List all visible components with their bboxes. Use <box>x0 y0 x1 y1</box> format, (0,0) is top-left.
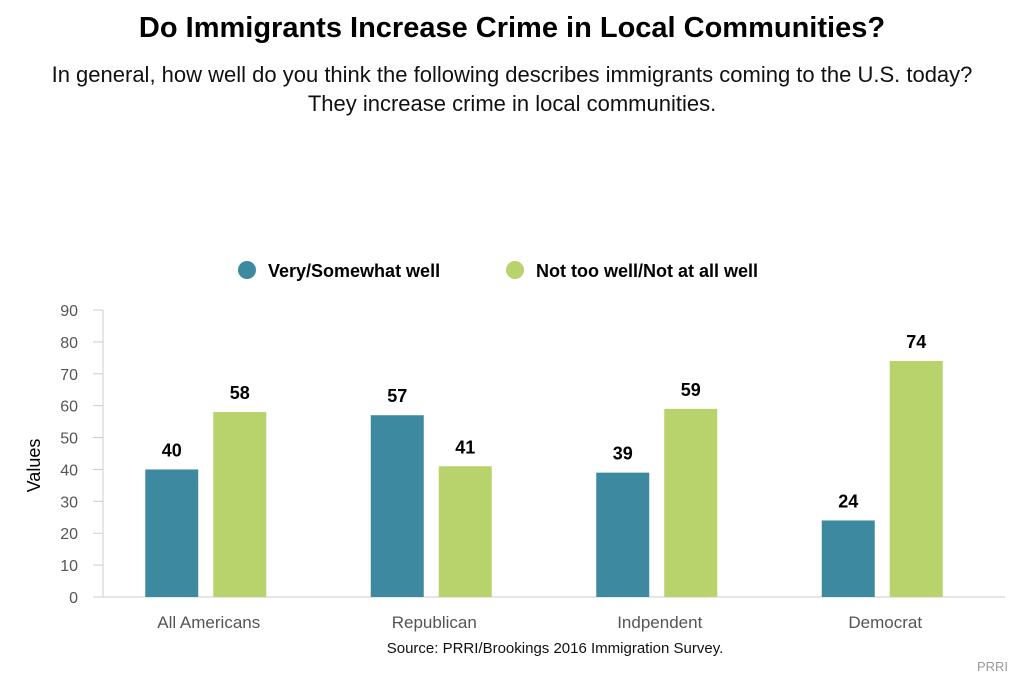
bar-value-label: 59 <box>681 380 701 400</box>
y-tick-label: 80 <box>60 335 78 352</box>
x-tick-label: Democrat <box>848 613 922 632</box>
bar[interactable] <box>596 472 650 597</box>
legend-label: Not too well/Not at all well <box>536 261 758 281</box>
y-tick-label: 0 <box>69 590 78 607</box>
bar[interactable] <box>438 466 492 597</box>
y-tick-label: 70 <box>60 367 78 384</box>
bar-value-label: 57 <box>387 386 407 406</box>
y-tick-label: 40 <box>60 462 78 479</box>
bars: 40 58 57 41 39 59 24 74 <box>145 332 943 597</box>
bar-value-label: 24 <box>838 491 858 511</box>
legend-swatch <box>506 261 524 279</box>
credit-label: PRRI <box>976 659 1008 674</box>
x-tick-label: Indpendent <box>617 613 702 632</box>
bar-group: 57 41 <box>370 386 492 597</box>
y-axis-title: Values <box>24 439 44 493</box>
legend-item[interactable]: Not too well/Not at all well <box>506 261 758 281</box>
y-tick-label: 50 <box>60 431 78 448</box>
bar[interactable] <box>213 412 267 597</box>
y-tick-label: 10 <box>60 558 78 575</box>
bar-value-label: 58 <box>230 383 250 403</box>
chart-title: Do Immigrants Increase Crime in Local Co… <box>138 12 886 44</box>
bar[interactable] <box>370 415 424 597</box>
bar-group: 40 58 <box>145 383 267 597</box>
y-tick-label: 30 <box>60 494 78 511</box>
bar-group: 24 74 <box>821 332 943 597</box>
chart-subtitle: In general, how well do you think the fo… <box>51 62 973 116</box>
y-axis: 0 10 20 30 40 50 60 70 80 90 Values <box>24 303 104 607</box>
bar[interactable] <box>889 361 943 597</box>
y-tick-label: 20 <box>60 526 78 543</box>
bar-value-label: 74 <box>906 332 926 352</box>
source-note: Source: PRRI/Brookings 2016 Immigration … <box>386 640 724 657</box>
x-axis: All Americans Republican Indpendent Democra… <box>103 596 1005 632</box>
legend-label: Very/Somewhat well <box>268 261 440 281</box>
bar-group: 39 59 <box>596 380 718 597</box>
bar[interactable] <box>145 469 199 597</box>
legend-swatch <box>238 261 256 279</box>
bar-value-label: 41 <box>455 437 475 457</box>
bar-value-label: 39 <box>613 444 633 464</box>
bar-value-label: 40 <box>162 440 182 460</box>
legend: Very/Somewhat well Not too well/Not at al… <box>238 261 758 281</box>
bar[interactable] <box>664 408 718 597</box>
legend-item[interactable]: Very/Somewhat well <box>238 261 440 281</box>
bar[interactable] <box>821 520 875 597</box>
x-tick-label: All Americans <box>157 613 260 632</box>
y-tick-label: 60 <box>60 399 78 416</box>
y-tick-label: 90 <box>60 303 78 320</box>
x-tick-label: Republican <box>392 613 477 632</box>
